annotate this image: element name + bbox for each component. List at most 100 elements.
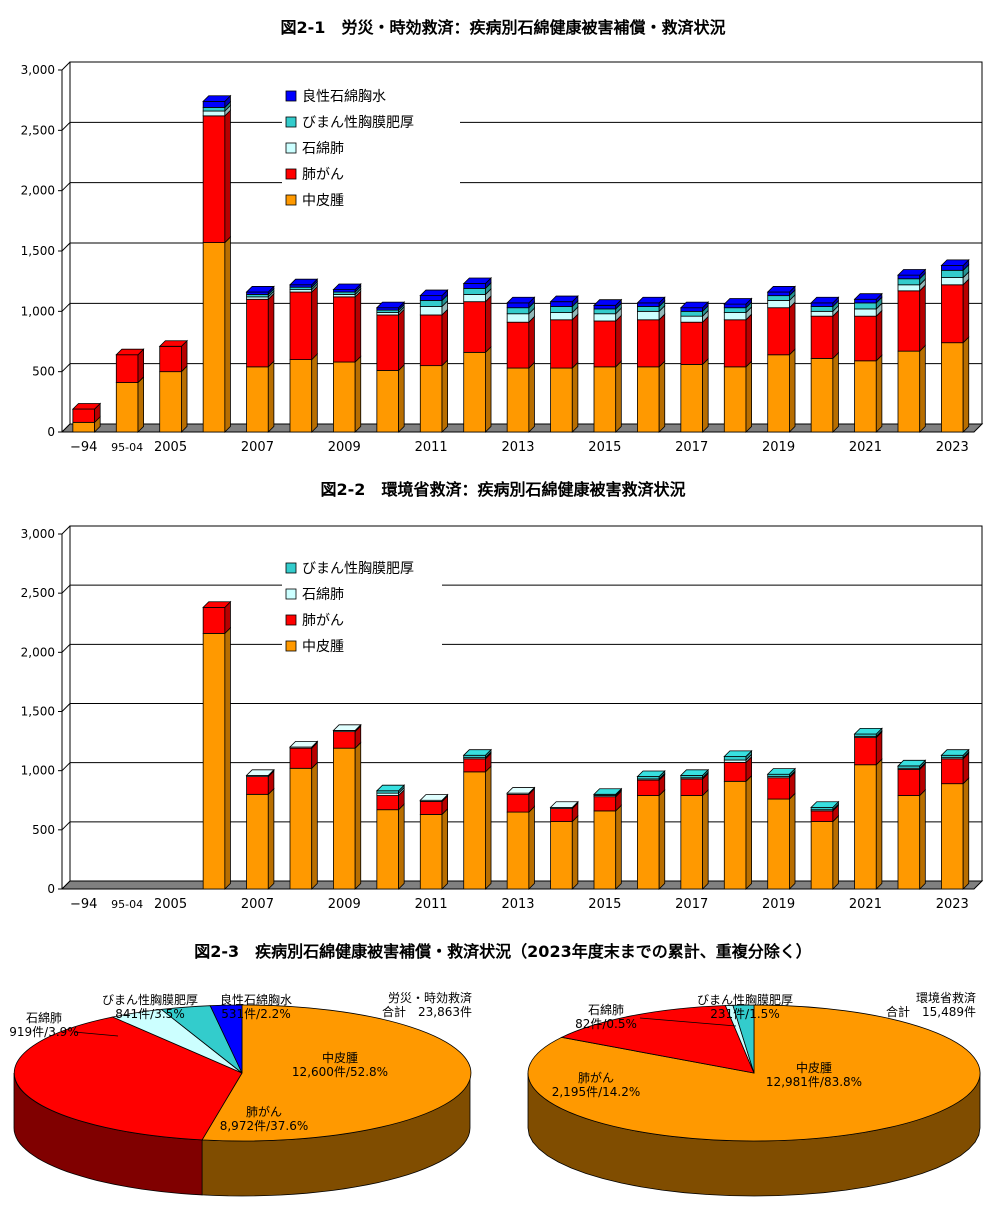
bar-top — [375, 301, 406, 309]
x-tick-label: 2013 — [501, 440, 534, 455]
bar-segment — [550, 821, 573, 890]
bar-segment-side — [962, 777, 970, 890]
x-tick-label: 2009 — [328, 897, 361, 912]
bar-top — [636, 770, 666, 777]
bar-segment-side — [224, 109, 231, 244]
bar-top — [245, 769, 275, 776]
bar-top — [810, 801, 840, 808]
bar-segment — [419, 814, 443, 890]
bar-segment — [941, 342, 964, 433]
bar-segment — [767, 291, 790, 297]
bar-top — [332, 283, 362, 291]
bar-segment — [463, 301, 486, 353]
bar-segment — [680, 778, 703, 796]
bar-segment — [419, 801, 443, 815]
bar-segment-side — [615, 314, 622, 368]
bar-segment-side — [745, 313, 752, 368]
pie-label-name: 中皮腫 — [322, 1050, 358, 1065]
bar-top — [853, 293, 883, 300]
bar-segment-side — [485, 295, 492, 354]
bar-segment — [202, 110, 226, 117]
bar-segment-side — [702, 788, 709, 890]
bar-segment — [637, 795, 660, 890]
bar-segment — [202, 242, 226, 433]
pie-label-value: 919件/3.9% — [9, 1025, 78, 1039]
bar-segment — [463, 288, 486, 295]
bar-segment-side — [789, 792, 796, 890]
bar-segment — [419, 300, 443, 307]
bar-segment — [723, 319, 747, 368]
x-tick-label: 95-04 — [111, 441, 143, 454]
pie-label-name: 中皮腫 — [796, 1060, 832, 1075]
y-tick-label: 3,000 — [21, 527, 55, 541]
bar-segment — [810, 310, 834, 317]
pie-slice — [560, 1005, 755, 1074]
bar-top — [506, 787, 536, 794]
bar-segment-side — [962, 336, 970, 433]
x-tick-label: 2023 — [936, 440, 969, 455]
pie-caption: 合計 15,489件 — [886, 1004, 976, 1019]
y-tick-label: 1,500 — [21, 705, 55, 719]
gridline-side — [61, 182, 71, 192]
bar-segment-side — [485, 345, 492, 433]
bar-top — [853, 727, 883, 735]
bar-top — [506, 296, 536, 304]
x-tick-label: 2009 — [328, 440, 361, 455]
bar-segment-side — [571, 361, 579, 433]
bar-segment — [463, 283, 486, 289]
bar-segment — [854, 298, 877, 304]
pie-label-value: 82件/0.5% — [575, 1017, 637, 1031]
bar-segment-side — [137, 375, 145, 433]
bar-segment-side — [571, 814, 579, 890]
bar-segment — [723, 761, 747, 782]
bar-segment-side — [702, 357, 709, 433]
bar-segment — [463, 351, 486, 433]
bar-segment — [159, 371, 182, 433]
bar-segment-side — [485, 765, 492, 890]
bar-segment-side — [658, 360, 666, 433]
bar-segment — [593, 796, 617, 812]
bar-segment — [680, 795, 703, 890]
bar-segment — [246, 776, 269, 795]
bar-top — [245, 286, 275, 293]
x-tick-label: 2021 — [849, 897, 882, 912]
pie-label-value: 531件/2.2% — [221, 1007, 290, 1021]
bar-segment — [810, 315, 834, 359]
bar-segment — [854, 315, 877, 362]
gridline-side — [61, 703, 71, 712]
bar-segment-side — [919, 344, 926, 433]
bar-top — [723, 750, 753, 757]
x-tick-label: 2019 — [762, 897, 795, 912]
bar-segment-side — [224, 235, 231, 433]
bar-segment — [72, 421, 95, 433]
bar-top — [419, 289, 449, 297]
bar-segment — [723, 780, 747, 890]
bar-segment-side — [745, 360, 752, 433]
figure-title-2-3: 図2-3 疾病別石綿健康被害補償・救済状況（2023年度末までの累計、重複分除く… — [194, 942, 812, 961]
bar-segment — [506, 321, 530, 369]
legend-swatch — [285, 614, 297, 626]
bar-segment — [767, 295, 790, 301]
pie-label-name: 良性石綿胸水 — [220, 992, 292, 1007]
x-tick-label: 2005 — [154, 440, 187, 455]
legend-swatch — [285, 142, 297, 154]
bar-segment — [680, 364, 703, 433]
bar-segment-side — [224, 626, 231, 890]
bar-segment — [376, 795, 399, 811]
bar-segment-side — [354, 741, 362, 890]
bar-top — [679, 769, 710, 776]
bar-top — [202, 95, 232, 102]
x-tick-label: 2007 — [241, 440, 274, 455]
bar-segment — [854, 764, 877, 890]
bar-top — [940, 749, 970, 756]
legend-swatch — [285, 90, 297, 102]
bar-top — [115, 348, 145, 356]
bar-top — [375, 784, 406, 792]
bar-segment — [289, 359, 313, 433]
bar-segment — [854, 360, 877, 433]
bar-segment — [593, 320, 617, 368]
bar-segment-side — [832, 351, 839, 433]
pie-caption: 環境省救済 — [916, 990, 976, 1005]
bar-segment-side — [919, 788, 926, 890]
bar-top — [636, 296, 666, 304]
